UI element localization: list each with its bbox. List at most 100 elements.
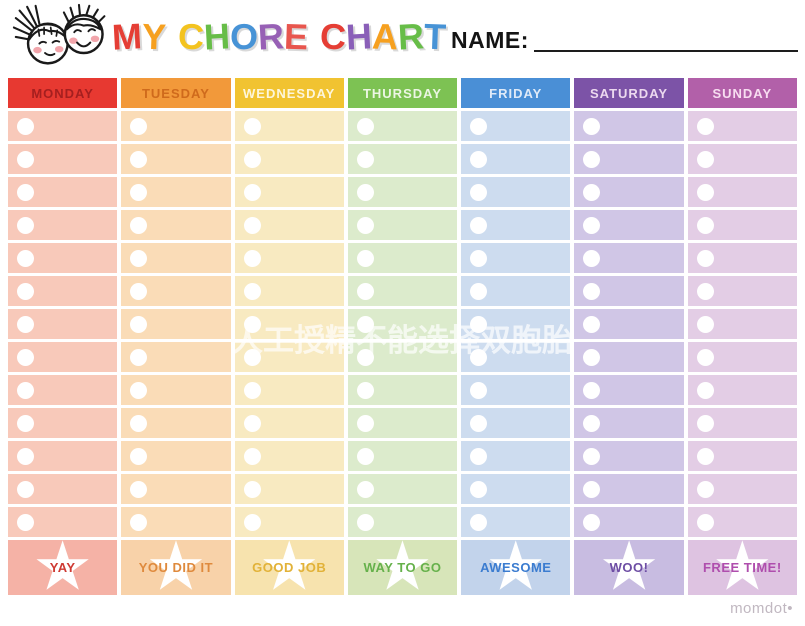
checkbox-circle[interactable]	[130, 183, 148, 201]
checkbox-circle[interactable]	[696, 117, 714, 135]
checkbox-circle[interactable]	[243, 315, 261, 333]
checkbox-circle[interactable]	[583, 183, 601, 201]
checkbox-circle[interactable]	[17, 183, 34, 201]
chore-cell-wednesday-row6	[234, 276, 344, 306]
checkbox-circle[interactable]	[470, 348, 488, 366]
checkbox-circle[interactable]	[130, 150, 148, 168]
checkbox-circle[interactable]	[356, 447, 374, 465]
checkbox-circle[interactable]	[470, 183, 488, 201]
chore-cell-thursday-row11	[347, 441, 458, 471]
checkbox-circle[interactable]	[696, 414, 714, 432]
checkbox-circle[interactable]	[17, 282, 34, 300]
checkbox-circle[interactable]	[696, 447, 714, 465]
checkbox-circle[interactable]	[356, 183, 374, 201]
checkbox-circle[interactable]	[243, 249, 261, 267]
checkbox-circle[interactable]	[583, 513, 601, 531]
checkbox-circle[interactable]	[130, 282, 148, 300]
checkbox-circle[interactable]	[356, 381, 374, 399]
checkbox-circle[interactable]	[583, 381, 601, 399]
checkbox-circle[interactable]	[583, 117, 601, 135]
checkbox-circle[interactable]	[583, 282, 601, 300]
checkbox-circle[interactable]	[696, 183, 714, 201]
checkbox-circle[interactable]	[130, 447, 148, 465]
checkbox-circle[interactable]	[243, 414, 261, 432]
checkbox-circle[interactable]	[243, 216, 261, 234]
checkbox-circle[interactable]	[17, 348, 34, 366]
checkbox-circle[interactable]	[17, 216, 34, 234]
checkbox-circle[interactable]	[696, 216, 714, 234]
checkbox-circle[interactable]	[583, 150, 601, 168]
checkbox-circle[interactable]	[356, 348, 374, 366]
checkbox-circle[interactable]	[130, 216, 148, 234]
chore-cell-monday-row9	[8, 375, 118, 405]
checkbox-circle[interactable]	[130, 480, 148, 498]
checkbox-circle[interactable]	[470, 150, 488, 168]
checkbox-circle[interactable]	[17, 117, 34, 135]
checkbox-circle[interactable]	[17, 414, 34, 432]
checkbox-circle[interactable]	[696, 150, 714, 168]
checkbox-circle[interactable]	[243, 150, 261, 168]
checkbox-circle[interactable]	[130, 414, 148, 432]
checkbox-circle[interactable]	[696, 348, 714, 366]
checkbox-circle[interactable]	[470, 216, 488, 234]
checkbox-circle[interactable]	[130, 249, 148, 267]
checkbox-circle[interactable]	[356, 414, 374, 432]
checkbox-circle[interactable]	[696, 315, 714, 333]
checkbox-circle[interactable]	[356, 315, 374, 333]
checkbox-circle[interactable]	[583, 348, 601, 366]
name-line[interactable]	[533, 28, 798, 52]
checkbox-circle[interactable]	[583, 414, 601, 432]
chore-cell-tuesday-row11	[121, 441, 231, 471]
checkbox-circle[interactable]	[130, 381, 148, 399]
checkbox-circle[interactable]	[470, 447, 488, 465]
checkbox-circle[interactable]	[17, 381, 34, 399]
checkbox-circle[interactable]	[470, 480, 488, 498]
checkbox-circle[interactable]	[130, 117, 148, 135]
checkbox-circle[interactable]	[470, 117, 488, 135]
checkbox-circle[interactable]	[243, 480, 261, 498]
checkbox-circle[interactable]	[470, 282, 488, 300]
checkbox-circle[interactable]	[243, 117, 261, 135]
chore-cell-monday-row8	[8, 342, 118, 372]
checkbox-circle[interactable]	[243, 513, 261, 531]
checkbox-circle[interactable]	[470, 315, 488, 333]
checkbox-circle[interactable]	[17, 150, 34, 168]
checkbox-circle[interactable]	[696, 513, 714, 531]
checkbox-circle[interactable]	[243, 348, 261, 366]
checkbox-circle[interactable]	[17, 447, 34, 465]
checkbox-circle[interactable]	[356, 480, 374, 498]
checkbox-circle[interactable]	[470, 381, 488, 399]
checkbox-circle[interactable]	[470, 249, 488, 267]
checkbox-circle[interactable]	[583, 216, 601, 234]
chore-cell-thursday-row8	[347, 342, 458, 372]
checkbox-circle[interactable]	[130, 315, 148, 333]
checkbox-circle[interactable]	[17, 513, 34, 531]
checkbox-circle[interactable]	[243, 381, 261, 399]
checkbox-circle[interactable]	[696, 480, 714, 498]
checkbox-circle[interactable]	[356, 513, 374, 531]
checkbox-circle[interactable]	[17, 315, 34, 333]
checkbox-circle[interactable]	[243, 447, 261, 465]
checkbox-circle[interactable]	[583, 249, 601, 267]
checkbox-circle[interactable]	[130, 348, 148, 366]
checkbox-circle[interactable]	[17, 249, 34, 267]
checkbox-circle[interactable]	[696, 381, 714, 399]
checkbox-circle[interactable]	[356, 282, 374, 300]
checkbox-circle[interactable]	[356, 117, 374, 135]
title-letter: Y	[141, 15, 167, 58]
checkbox-circle[interactable]	[356, 216, 374, 234]
checkbox-circle[interactable]	[356, 150, 374, 168]
checkbox-circle[interactable]	[583, 480, 601, 498]
checkbox-circle[interactable]	[696, 282, 714, 300]
checkbox-circle[interactable]	[17, 480, 34, 498]
checkbox-circle[interactable]	[470, 414, 488, 432]
checkbox-circle[interactable]	[243, 282, 261, 300]
title-letter: E	[283, 15, 309, 58]
checkbox-circle[interactable]	[130, 513, 148, 531]
checkbox-circle[interactable]	[696, 249, 714, 267]
checkbox-circle[interactable]	[356, 249, 374, 267]
checkbox-circle[interactable]	[470, 513, 488, 531]
checkbox-circle[interactable]	[243, 183, 261, 201]
checkbox-circle[interactable]	[583, 447, 601, 465]
checkbox-circle[interactable]	[583, 315, 601, 333]
